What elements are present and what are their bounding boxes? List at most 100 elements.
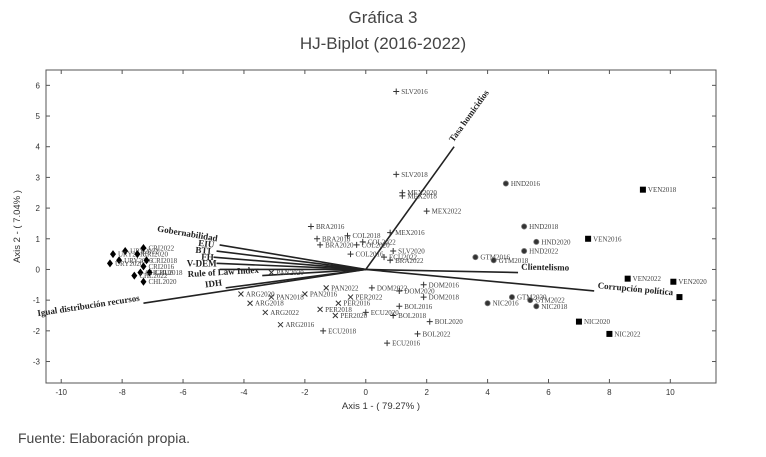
y-tick-label: 5 xyxy=(36,112,41,121)
point-marker-plus xyxy=(384,340,391,347)
biplot-vector xyxy=(216,250,366,271)
point-label: BOL2022 xyxy=(423,330,452,338)
point-label: VEN2016 xyxy=(593,235,622,243)
chart-title: Gráfica 3 xyxy=(348,8,418,27)
point-label: BOL2020 xyxy=(435,318,464,326)
point-label: ECU2022 xyxy=(389,254,418,262)
y-axis-label: Axis 2 - ( 7.04% ) xyxy=(12,190,23,263)
point-label: MEX2018 xyxy=(407,192,437,200)
point-marker-x xyxy=(302,291,308,297)
point-marker-diamond xyxy=(131,271,138,280)
point-label: ECU2016 xyxy=(392,340,421,348)
point-marker-x xyxy=(262,309,269,316)
biplot-vector xyxy=(365,146,455,270)
vector-label: Rule of Law Index xyxy=(187,265,259,279)
point-marker-plus xyxy=(347,251,354,258)
point-marker-square xyxy=(575,318,582,325)
point-label: GTM2022 xyxy=(535,297,565,305)
point-label: BOL2016 xyxy=(404,303,433,311)
point-marker-star xyxy=(521,248,528,255)
biplot-vector xyxy=(213,256,366,271)
point-label: MEX2016 xyxy=(395,229,425,237)
point-marker-x xyxy=(317,306,323,313)
x-tick-label: 2 xyxy=(424,388,429,397)
vector-label: IDH xyxy=(204,277,222,289)
point-marker-plus xyxy=(359,238,366,245)
point-marker-x xyxy=(323,285,330,291)
point-label: PAN2018 xyxy=(276,294,304,302)
point-marker-x xyxy=(332,312,339,319)
y-tick-label: 1 xyxy=(36,235,41,244)
point-marker-star xyxy=(484,300,491,307)
point-marker-plus xyxy=(307,223,314,230)
point-marker-plus xyxy=(353,241,360,248)
source-note: Fuente: Elaboración propia. xyxy=(18,430,190,446)
point-marker-diamond xyxy=(134,250,141,259)
point-marker-plus xyxy=(387,257,394,264)
point-marker-star xyxy=(472,254,479,261)
point-marker-plus xyxy=(393,171,400,178)
x-tick-label: 8 xyxy=(607,388,612,397)
point-marker-square xyxy=(639,186,646,193)
point-label: PAN2020 xyxy=(276,269,304,277)
point-label: COL2018 xyxy=(353,232,382,240)
point-marker-star xyxy=(502,180,509,187)
point-marker-star xyxy=(527,297,534,304)
chart-subtitle: HJ-Biplot (2016-2022) xyxy=(299,34,467,53)
point-label: CHL2022 xyxy=(139,272,168,280)
point-label: ARG2016 xyxy=(286,321,315,329)
y-tick-label: 2 xyxy=(36,204,41,213)
point-label: NIC2016 xyxy=(493,300,520,308)
point-marker-star xyxy=(521,223,528,230)
point-label: MEX2020 xyxy=(407,189,437,197)
point-marker-diamond xyxy=(143,256,150,265)
point-label: NIC2022 xyxy=(614,330,641,338)
point-label: NIC2018 xyxy=(541,303,568,311)
point-label: PAN2016 xyxy=(310,291,338,299)
point-label: PER2022 xyxy=(356,294,383,302)
point-marker-plus xyxy=(314,235,321,242)
point-marker-x xyxy=(268,294,275,300)
point-marker-square xyxy=(585,235,592,242)
point-marker-diamond xyxy=(122,247,129,256)
point-label: DOM2020 xyxy=(404,287,435,295)
point-marker-diamond xyxy=(140,243,147,252)
y-tick-label: 3 xyxy=(36,173,41,182)
biplot-vector xyxy=(216,262,366,271)
point-label: CHL2018 xyxy=(155,269,184,277)
point-label: PER2016 xyxy=(343,300,370,308)
point-label: SLV2018 xyxy=(401,171,428,179)
point-marker-x xyxy=(247,300,253,307)
point-label: BRA2022 xyxy=(395,257,424,265)
biplot-vector xyxy=(262,268,366,277)
point-marker-plus xyxy=(396,287,403,294)
point-marker-plus xyxy=(320,327,327,334)
point-marker-x xyxy=(238,291,244,297)
point-marker-x xyxy=(335,300,342,307)
point-marker-plus xyxy=(393,88,400,95)
point-label: CHL2016 xyxy=(145,269,174,277)
x-axis-label: Axis 1 - ( 79.27% ) xyxy=(342,401,420,412)
point-marker-plus xyxy=(317,241,324,248)
point-marker-plus xyxy=(390,312,397,319)
point-label: DOM2016 xyxy=(429,281,460,289)
x-tick-label: 4 xyxy=(485,388,490,397)
point-label: GTM2018 xyxy=(499,257,529,265)
point-marker-star xyxy=(533,238,540,245)
point-marker-x xyxy=(277,321,284,328)
point-marker-plus xyxy=(420,294,427,301)
point-marker-plus xyxy=(362,309,369,316)
point-marker-plus xyxy=(390,248,397,255)
vector-label: EIU xyxy=(198,238,216,250)
point-label: PER2018 xyxy=(325,306,352,314)
vector-label: V-DEM xyxy=(187,258,217,268)
point-label: BOL2018 xyxy=(398,312,427,320)
point-label: HND2018 xyxy=(529,223,559,231)
point-label: COL2020 xyxy=(362,241,391,249)
x-tick-label: -4 xyxy=(240,388,248,397)
point-marker-plus xyxy=(396,303,403,310)
point-marker-diamond xyxy=(116,256,123,265)
point-label: VEN2018 xyxy=(648,186,677,194)
